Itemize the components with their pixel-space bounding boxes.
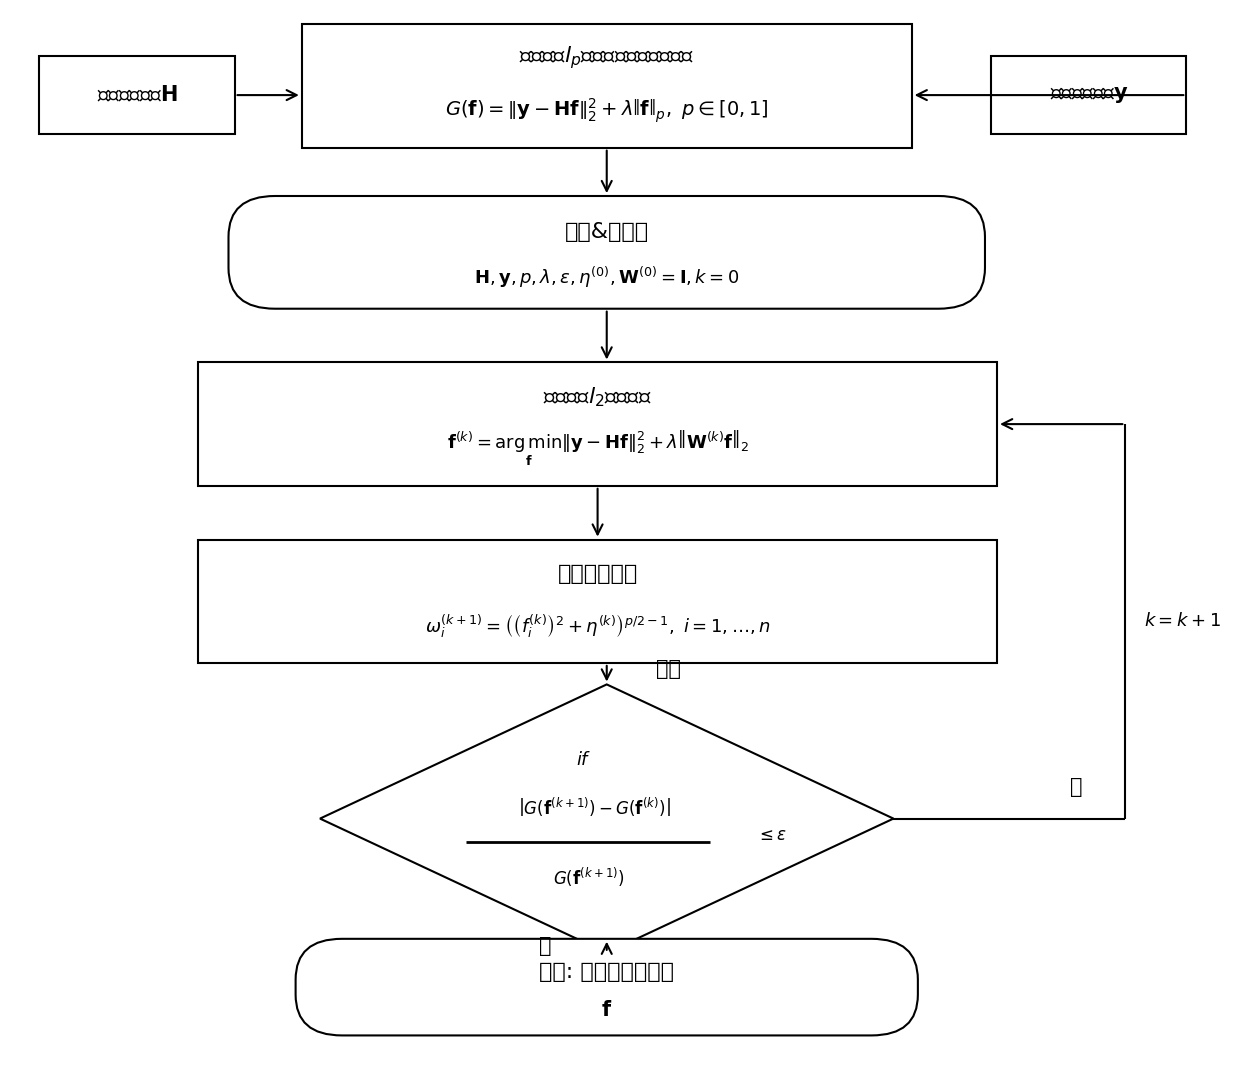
Text: 判断: 判断	[656, 659, 681, 679]
Text: 测量冲击响应$\mathbf{y}$: 测量冲击响应$\mathbf{y}$	[1049, 85, 1128, 105]
Text: if: if	[577, 751, 588, 768]
Text: $\mathbf{H},\mathbf{y},p,\lambda,\varepsilon,\eta^{(0)},\mathbf{W}^{(0)}=\mathbf: $\mathbf{H},\mathbf{y},p,\lambda,\vareps…	[474, 264, 739, 290]
Text: $\leq\varepsilon$: $\leq\varepsilon$	[756, 825, 787, 844]
Text: 输入&初始化: 输入&初始化	[564, 222, 649, 242]
Text: 否: 否	[1070, 777, 1083, 797]
Bar	[40, 56, 234, 134]
Text: $\mathbf{f}^{(k)}=\underset{\mathbf{f}}{\arg\min}\left\|\mathbf{y}-\mathbf{Hf}\r: $\mathbf{f}^{(k)}=\underset{\mathbf{f}}{…	[446, 429, 749, 468]
Polygon shape	[320, 684, 894, 953]
Text: 输出: 识别的冲击载荷: 输出: 识别的冲击载荷	[539, 961, 675, 982]
Text: $G(\mathbf{f}) = \left\|\mathbf{y} - \mathbf{Hf}\right\|_2^2 + \lambda\left\|\ma: $G(\mathbf{f}) = \left\|\mathbf{y} - \ma…	[445, 96, 769, 125]
Text: 求解加权$l_2$范数模型: 求解加权$l_2$范数模型	[543, 385, 652, 409]
Bar	[198, 540, 997, 663]
Text: $\mathbf{f}$: $\mathbf{f}$	[601, 1000, 613, 1021]
Bar	[301, 24, 911, 148]
FancyBboxPatch shape	[295, 939, 918, 1036]
Bar	[198, 363, 997, 486]
Text: $k=k+1$: $k=k+1$	[1143, 613, 1220, 630]
Text: 更新加权矩阵: 更新加权矩阵	[558, 564, 637, 584]
Text: $\left|G(\mathbf{f}^{(k+1)})-G(\mathbf{f}^{(k)})\right|$: $\left|G(\mathbf{f}^{(k+1)})-G(\mathbf{f…	[518, 796, 671, 819]
Text: $\omega_i^{(k+1)}=\left(\left(f_i^{(k)}\right)^2+\eta^{(k)}\right)^{p/2-1},\ i=1: $\omega_i^{(k+1)}=\left(\left(f_i^{(k)}\…	[425, 612, 770, 640]
FancyBboxPatch shape	[228, 196, 985, 309]
Text: 测量传递矩阵$\mathbf{H}$: 测量传递矩阵$\mathbf{H}$	[97, 85, 177, 105]
Text: $G(\mathbf{f}^{(k+1)})$: $G(\mathbf{f}^{(k+1)})$	[553, 866, 625, 889]
Text: 是: 是	[539, 935, 552, 956]
Bar	[991, 56, 1187, 134]
Text: 构造基于$l_p$范数的稀疏正则化模型: 构造基于$l_p$范数的稀疏正则化模型	[520, 44, 694, 71]
